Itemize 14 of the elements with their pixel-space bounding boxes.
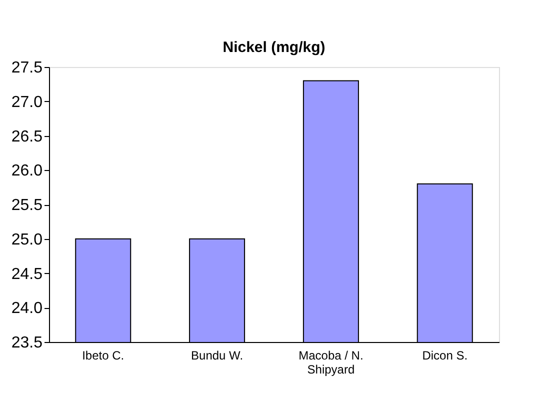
y-tick-label: 24.0 — [11, 300, 43, 318]
y-tick-label: 25.0 — [11, 231, 43, 248]
y-tick-label: 27.0 — [11, 94, 43, 111]
x-tick-label: Dicon S. — [422, 348, 468, 362]
y-tick-label: 23.5 — [11, 334, 43, 352]
y-tick-label: 26.0 — [11, 162, 43, 180]
y-tick-label: 27.5 — [11, 60, 43, 76]
x-tick-label: Bundu W. — [191, 348, 244, 362]
y-tick-label: 25.5 — [11, 197, 43, 214]
y-tick-label: 26.5 — [11, 128, 43, 146]
chart-title: Nickel (mg/kg) — [222, 39, 326, 56]
x-tick-label: Ibeto C. — [82, 348, 124, 362]
y-tick-label: 24.5 — [11, 266, 43, 283]
x-tick-label: Macoba / N. Shipyard — [298, 348, 364, 376]
